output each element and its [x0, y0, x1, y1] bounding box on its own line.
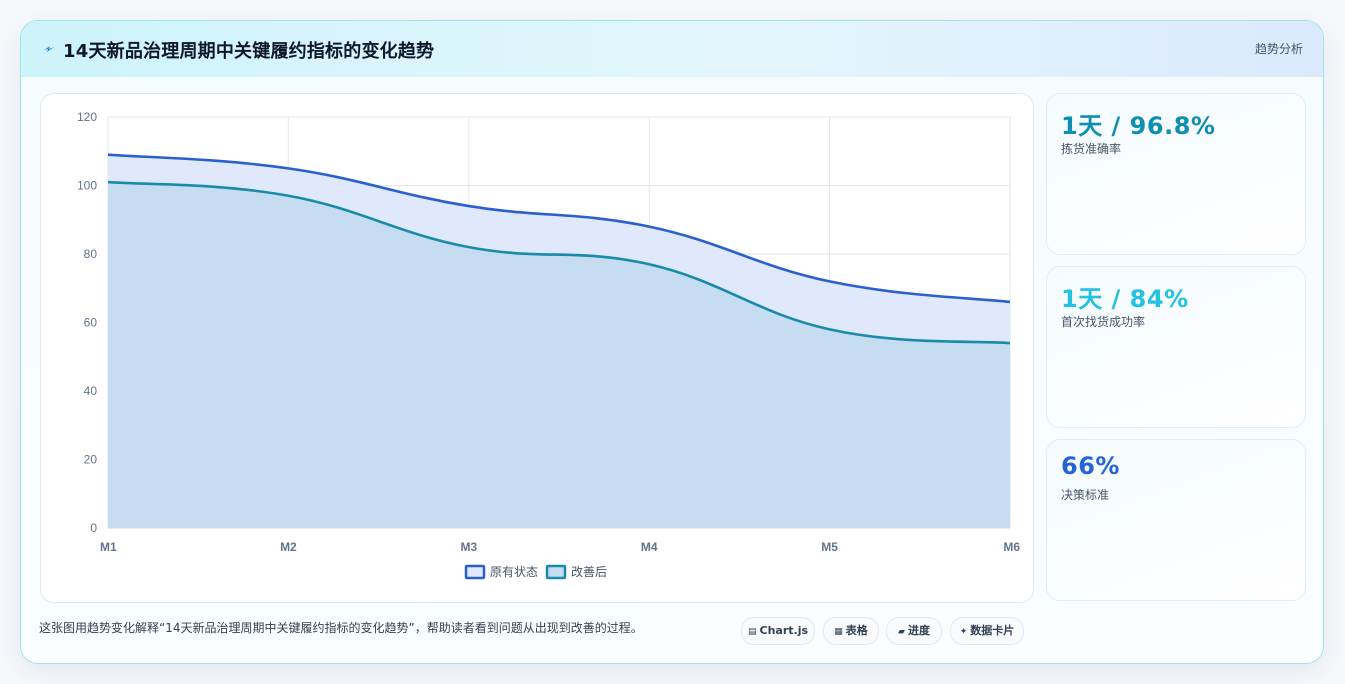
x-tick-label: M3 — [460, 540, 477, 554]
series-line-0 — [107, 153, 1011, 304]
kpi-value: 66% — [1061, 452, 1120, 480]
kpi-card-decision-standard: 66% 决策标准 — [1046, 439, 1306, 601]
x-tick-label: M2 — [280, 540, 297, 554]
page-title: 14天新品治理周期中关键履约指标的变化趋势 — [63, 41, 435, 62]
chip-label: 表格 — [845, 624, 868, 637]
series-line-1 — [107, 180, 1011, 345]
x-tick-label: M5 — [821, 540, 838, 554]
legend-label: 改善后 — [571, 564, 607, 579]
chip-label: 进度 — [907, 624, 930, 637]
chip-label: 数据卡片 — [970, 624, 1015, 637]
x-tick-label: M1 — [100, 540, 117, 554]
y-tick-label: 40 — [84, 384, 98, 398]
y-tick-label: 20 — [84, 453, 98, 467]
series-area-1 — [108, 182, 1010, 528]
kpi-label: 决策标准 — [1061, 488, 1110, 502]
progress-icon: ▰ — [898, 627, 905, 637]
y-tick-label: 120 — [77, 110, 97, 124]
chart-icon: ▤ — [747, 627, 757, 637]
legend-swatch — [464, 564, 486, 580]
chart-panel: 0 20 40 60 80 100 120 M1 M2 M3 M4 M5 M6 原有状态 改善后 — [40, 93, 1034, 603]
y-tick-label: 0 — [90, 521, 97, 535]
kpi-label: 拣货准确率 — [1061, 142, 1122, 156]
y-tick-label: 80 — [84, 247, 98, 261]
y-tick-label: 60 — [84, 316, 98, 330]
card-header: 14天新品治理周期中关键履约指标的变化趋势 趋势分析 — [21, 21, 1323, 77]
kpi-value: 1天 / 96.8% — [1061, 112, 1216, 140]
x-tick-label: M4 — [641, 540, 658, 554]
chip-table[interactable]: ▦ 表格 — [823, 617, 879, 645]
chip-label: Chart.js — [759, 624, 809, 637]
main-card: 14天新品治理周期中关键履约指标的变化趋势 趋势分析 0 20 40 60 80 100 1… — [20, 20, 1324, 664]
kpi-card-first-find-rate: 1天 / 84% 首次找货成功率 — [1046, 266, 1306, 428]
lightning-icon — [44, 46, 54, 52]
sparkle-icon: ✦ — [959, 627, 968, 637]
legend-swatch — [545, 564, 567, 580]
area-chart: 0 20 40 60 80 100 120 M1 M2 M3 M4 M5 M6 原有状态 改善后 — [77, 110, 1020, 580]
table-icon: ▦ — [834, 627, 843, 637]
chart-caption: 这张图用趋势变化解释“14天新品治理周期中关键履约指标的变化趋势”，帮助读者看到… — [39, 621, 643, 635]
chip-progress[interactable]: ▰ 进度 — [886, 617, 942, 645]
kpi-value: 1天 / 84% — [1061, 285, 1189, 313]
chip-data-cards[interactable]: ✦ 数据卡片 — [950, 617, 1024, 645]
x-tick-label: M6 — [1003, 540, 1020, 554]
y-tick-label: 100 — [77, 179, 97, 193]
chip-chartjs[interactable]: ▤ Chart.js — [741, 617, 815, 645]
legend-label: 原有状态 — [490, 565, 538, 579]
trend-badge: 趋势分析 — [1254, 42, 1303, 56]
kpi-card-picking-accuracy: 1天 / 96.8% 拣货准确率 — [1046, 93, 1306, 255]
kpi-label: 首次找货成功率 — [1061, 315, 1146, 329]
